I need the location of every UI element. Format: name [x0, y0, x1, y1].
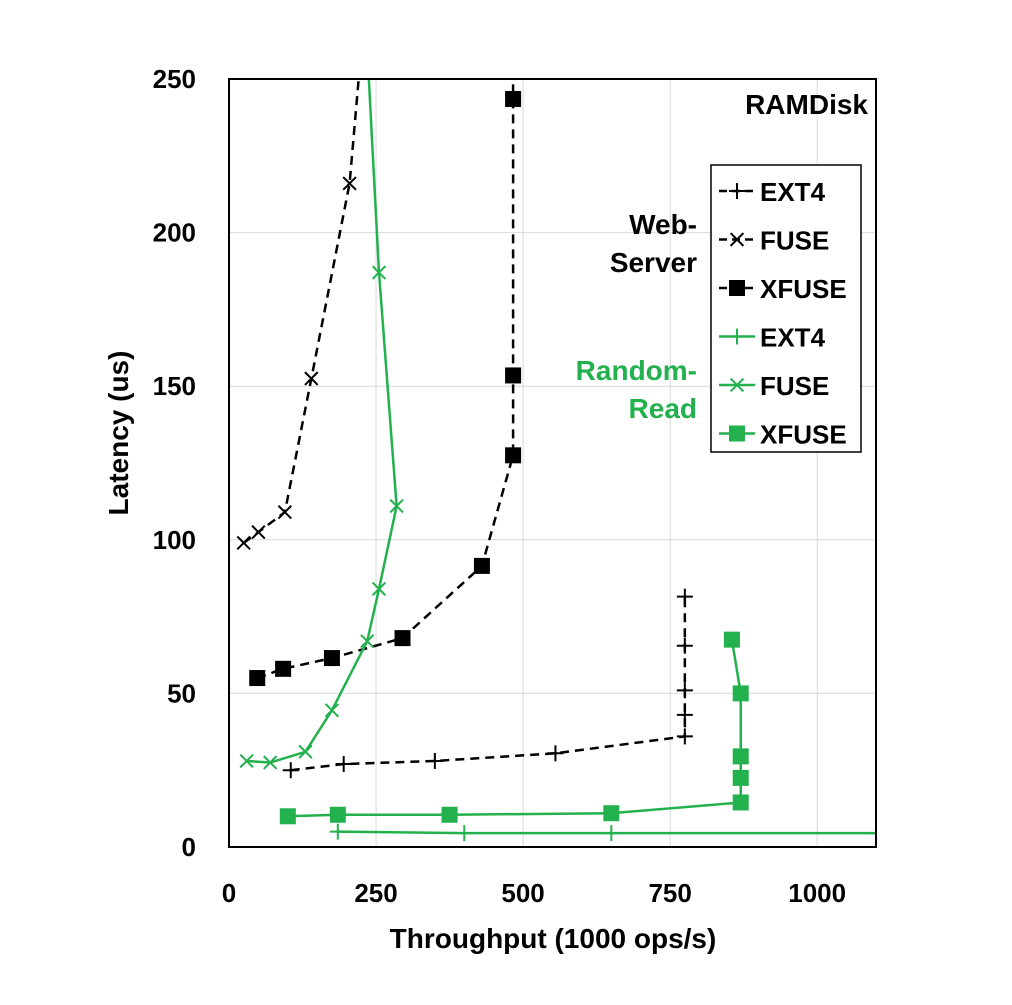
y-tick-label: 150: [153, 371, 196, 401]
series-web-server-xfuse: [249, 79, 522, 687]
series-line-random-read-ext4: [337, 830, 876, 835]
annotation-line: Web-: [629, 209, 697, 240]
legend-item-random-read-ext4: EXT4: [719, 323, 826, 353]
series-line-web-server-xfuse: [256, 79, 515, 680]
legend-label: EXT4: [760, 177, 826, 207]
data-point-web-server-ext4: [676, 588, 693, 605]
data-point-random-read-fuse: [298, 744, 313, 759]
data-point-web-server-xfuse: [275, 660, 292, 677]
legend-item-web-server-xfuse: XFUSE: [719, 274, 847, 304]
data-point-web-server-fuse: [342, 176, 357, 191]
data-point-random-read-xfuse: [723, 631, 740, 648]
data-point-random-read-xfuse: [732, 794, 749, 811]
legend-item-web-server-fuse: FUSE: [719, 226, 829, 256]
series-web-server-fuse: [236, 79, 360, 550]
legend-marker: [729, 183, 745, 199]
legend-label: XFUSE: [760, 420, 847, 450]
tick-labels: 0 250 500 750 1000 0 50 100 150 200 250: [153, 64, 846, 908]
legend-item-random-read-xfuse: XFUSE: [719, 420, 847, 450]
data-point-web-server-fuse: [277, 505, 292, 520]
data-point-random-read-fuse: [371, 265, 387, 280]
data-point-random-read-fuse: [360, 634, 375, 649]
legend-marker: [729, 232, 745, 247]
series-random-read-ext4: [329, 823, 876, 842]
y-tick-label: 250: [153, 64, 196, 94]
series-line-web-server-ext4: [290, 596, 687, 772]
data-point-random-read-fuse: [239, 753, 254, 769]
x-tick-label: 750: [648, 878, 691, 908]
x-axis-title: Throughput (1000 ops/s): [390, 923, 717, 954]
series-random-read-xfuse: [279, 631, 749, 825]
data-point-random-read-ext4: [603, 825, 620, 842]
data-point-web-server-xfuse: [249, 670, 266, 687]
data-point-random-read-ext4: [868, 825, 876, 842]
series-random-read-fuse: [239, 79, 404, 770]
legend-label: FUSE: [760, 371, 829, 401]
data-point-random-read-xfuse: [732, 748, 749, 765]
legend-label: FUSE: [760, 226, 829, 256]
data-point-random-read-ext4: [456, 825, 473, 842]
legend: EXT4 FUSE XFUSE EXT4 FUSE XFUSE: [710, 164, 862, 453]
annotations: Web- Server Random- Read: [576, 209, 697, 424]
data-point-random-read-xfuse: [603, 805, 620, 822]
data-point-web-server-ext4: [282, 762, 299, 779]
y-tick-label: 200: [153, 218, 196, 248]
data-point-random-read-xfuse: [732, 685, 749, 702]
annotation-line: Read: [629, 393, 697, 424]
data-point-web-server-ext4: [676, 728, 693, 745]
y-axis-title: Latency (us): [103, 351, 134, 516]
data-point-web-server-fuse: [236, 535, 251, 550]
legend-label: XFUSE: [760, 274, 847, 304]
annotation-line: Server: [610, 247, 697, 278]
legend-marker: [729, 328, 745, 345]
annotation-randomread: Random- Read: [576, 355, 697, 424]
data-point-web-server-xfuse: [394, 630, 411, 647]
data-point-web-server-ext4: [547, 745, 564, 762]
x-tick-label: 500: [501, 878, 544, 908]
data-point-web-server-fuse: [251, 525, 266, 540]
data-point-random-read-xfuse: [732, 769, 749, 786]
data-point-web-server-ext4: [676, 706, 693, 723]
data-point-web-server-fuse: [304, 371, 319, 386]
chart-title: RAMDisk: [745, 89, 868, 120]
y-tick-label: 50: [167, 678, 196, 708]
y-tick-label: 100: [153, 525, 196, 555]
series-web-server-ext4: [282, 588, 693, 779]
legend-marker: [729, 425, 745, 442]
data-point-random-read-fuse: [389, 498, 404, 514]
plot-frame: [228, 78, 877, 848]
legend-box: [710, 164, 862, 453]
legend-item-web-server-ext4: EXT4: [719, 177, 826, 207]
x-tick-label: 1000: [788, 878, 846, 908]
data-point-random-read-xfuse: [329, 806, 346, 823]
data-point-random-read-xfuse: [279, 808, 296, 825]
data-point-web-server-xfuse: [473, 557, 490, 574]
y-tick-label: 0: [182, 832, 196, 862]
data-point-web-server-xfuse: [505, 90, 522, 107]
annotation-webserver: Web- Server: [610, 209, 697, 278]
data-point-random-read-fuse: [324, 703, 340, 718]
data-point-web-server-ext4: [676, 637, 693, 654]
series-layer: [236, 79, 876, 842]
legend-item-random-read-fuse: FUSE: [719, 371, 829, 401]
data-point-random-read-xfuse: [441, 806, 458, 823]
legend-marker: [729, 377, 745, 393]
legend-marker: [729, 280, 745, 296]
series-line-web-server-fuse: [242, 79, 360, 544]
data-point-web-server-xfuse: [505, 447, 522, 464]
series-line-random-read-fuse: [246, 79, 398, 764]
data-point-web-server-ext4: [426, 752, 443, 769]
x-tick-label: 0: [222, 878, 236, 908]
data-point-random-read-fuse: [263, 755, 278, 770]
legend-label: EXT4: [760, 323, 826, 353]
x-tick-label: 250: [354, 878, 397, 908]
data-point-web-server-xfuse: [323, 650, 340, 667]
data-point-web-server-ext4: [676, 682, 693, 699]
data-point-random-read-ext4: [329, 823, 346, 840]
annotation-line: Random-: [576, 355, 697, 386]
data-point-random-read-fuse: [371, 581, 387, 597]
data-point-web-server-xfuse: [505, 367, 522, 384]
data-point-web-server-ext4: [335, 756, 352, 773]
